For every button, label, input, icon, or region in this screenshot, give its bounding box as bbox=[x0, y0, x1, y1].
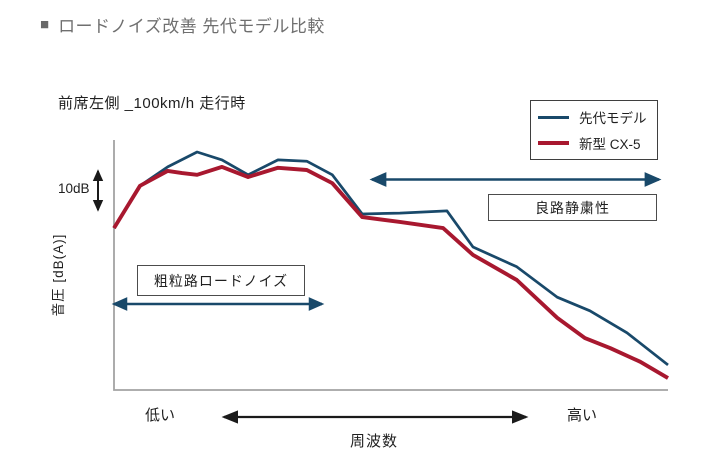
previous-model-line-swatch bbox=[538, 115, 569, 119]
x-axis-title: 周波数 bbox=[349, 433, 398, 450]
x-axis-low-label: 低い bbox=[145, 407, 176, 424]
legend-label-previous-model: 先代モデル bbox=[579, 111, 647, 126]
series-line-previous-model bbox=[112, 150, 669, 366]
legend-label-new-cx5: 新型 CX-5 bbox=[579, 137, 641, 152]
10db-scale-label: 10dB bbox=[58, 181, 90, 196]
legend-item-previous-model: 先代モデル bbox=[538, 107, 657, 127]
annotation-smooth-road-quietness: 良路静粛性 bbox=[488, 194, 657, 221]
y-axis-title: 音圧 [dB(A)] bbox=[51, 233, 66, 317]
title-bullet-square: ■ bbox=[40, 16, 50, 33]
legend-box: 先代モデル 新型 CX-5 bbox=[530, 100, 658, 160]
legend-item-new-cx5: 新型 CX-5 bbox=[538, 133, 657, 153]
x-axis-high-label: 高い bbox=[567, 407, 598, 424]
axes-lines bbox=[113, 140, 668, 391]
page-title: ロードノイズ改善 先代モデル比較 bbox=[58, 17, 325, 36]
annotation-rough-road-noise: 粗粒路ロードノイズ bbox=[137, 265, 305, 296]
series-lines-group bbox=[112, 150, 669, 380]
series-line-new-cx5 bbox=[112, 164, 669, 380]
new-cx5-line-swatch bbox=[538, 141, 569, 145]
chart-subtitle: 前席左側 _100km/h 走行時 bbox=[58, 95, 246, 112]
page-title-row: ■ ロードノイズ改善 先代モデル比較 bbox=[40, 12, 325, 37]
